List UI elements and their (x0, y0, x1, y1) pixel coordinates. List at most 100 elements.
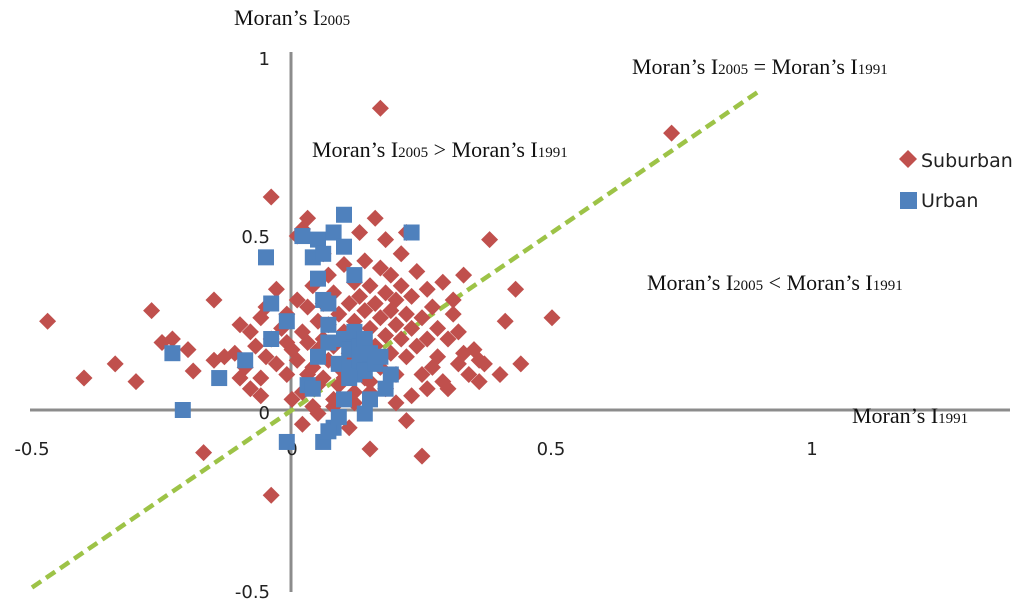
urban-point (263, 295, 280, 312)
suburban-point (418, 330, 436, 348)
urban-point (294, 228, 311, 245)
suburban-point (491, 366, 509, 383)
suburban-point (382, 266, 400, 284)
y-tick-label: -0.5 (235, 582, 270, 603)
suburban-point (351, 287, 369, 305)
urban-point (310, 270, 326, 287)
suburban-point (434, 373, 452, 391)
urban-point (320, 295, 337, 312)
suburban-point (663, 124, 681, 142)
urban-point (330, 409, 347, 426)
suburban-point (366, 295, 384, 312)
suburban-point (507, 280, 525, 298)
urban-point (278, 313, 295, 330)
suburban-point (392, 330, 410, 348)
suburban-point (387, 394, 405, 412)
suburban-point (361, 440, 379, 458)
suburban-point (179, 341, 197, 359)
suburban-point (39, 312, 57, 330)
suburban-point (470, 373, 488, 391)
annotation-greater-part: 1991 (538, 145, 568, 161)
suburban-point (340, 295, 358, 312)
urban-point (336, 391, 352, 408)
suburban-point (403, 319, 421, 337)
y-axis-title-main: Moran’s I (234, 5, 320, 30)
suburban-point (293, 415, 311, 433)
reference-line (30, 88, 762, 590)
y-tick-label: 0 (259, 403, 270, 424)
suburban-point (512, 355, 530, 373)
annotation-less-part: < Moran’s I (763, 270, 873, 295)
suburban-point (257, 348, 275, 366)
urban-point (320, 334, 337, 351)
suburban-point (361, 277, 379, 295)
annotation-equal-part: = Moran’s I (748, 54, 858, 79)
annotation-equal-part: Moran’s I (632, 54, 718, 79)
suburban-point (377, 326, 395, 344)
suburban-point (403, 387, 421, 405)
suburban-point (356, 302, 374, 320)
legend-label-suburban: Suburban (921, 150, 1013, 172)
urban-point (356, 331, 373, 347)
suburban-point (434, 273, 452, 291)
suburban-point (397, 412, 415, 430)
suburban-point (163, 330, 181, 348)
urban-point (278, 433, 295, 450)
suburban-point (423, 358, 441, 376)
suburban-point (366, 209, 384, 227)
annotation-equal: Moran’s I2005 = Moran’s I1991 (632, 54, 888, 79)
suburban-point (299, 298, 317, 316)
suburban-point (403, 287, 421, 305)
legend: Suburban Urban (899, 150, 1013, 212)
suburban-point (205, 291, 223, 309)
suburban-point (351, 224, 369, 241)
suburban-point (309, 405, 327, 423)
suburban-point (397, 305, 415, 323)
urban-point (362, 391, 378, 408)
x-tick-label: 1 (806, 439, 817, 460)
suburban-point (449, 323, 467, 341)
suburban-point (439, 330, 457, 348)
suburban-point (481, 231, 499, 249)
suburban-point (75, 369, 93, 387)
suburban-point (418, 380, 436, 398)
suburban-point (127, 373, 145, 391)
suburban-point (397, 348, 415, 366)
suburban-point (288, 351, 306, 369)
suburban-point (262, 486, 280, 504)
suburban-point (267, 355, 285, 373)
suburban-point (444, 305, 462, 323)
points-layer (39, 99, 681, 504)
suburban-point (247, 337, 265, 355)
urban-point (346, 267, 363, 284)
suburban-point (423, 298, 441, 316)
suburban-point (371, 99, 389, 117)
suburban-point (241, 380, 259, 398)
urban-point (258, 249, 274, 266)
legend-marker-suburban (899, 150, 917, 168)
suburban-point (278, 334, 296, 352)
suburban-point (408, 263, 426, 281)
suburban-point (392, 277, 410, 295)
suburban-point (106, 355, 124, 373)
annotation-greater-part: Moran’s I (312, 137, 398, 162)
urban-point (325, 224, 342, 241)
legend-marker-urban (900, 192, 917, 209)
suburban-point (252, 369, 270, 387)
annotation-greater-part: > Moran’s I (428, 137, 538, 162)
suburban-point (231, 369, 249, 387)
suburban-point (460, 366, 478, 383)
urban-point (372, 348, 389, 365)
suburban-point (496, 312, 514, 330)
suburban-point (377, 284, 395, 302)
urban-point (336, 206, 352, 223)
suburban-point (262, 188, 280, 206)
suburban-point (356, 252, 374, 270)
suburban-point (413, 366, 431, 383)
suburban-point (413, 447, 431, 465)
urban-point (304, 380, 321, 397)
suburban-point (543, 309, 561, 327)
suburban-point (429, 319, 447, 337)
annotation-equal-part: 1991 (858, 62, 888, 78)
annotation-greater-part: 2005 (398, 145, 428, 161)
